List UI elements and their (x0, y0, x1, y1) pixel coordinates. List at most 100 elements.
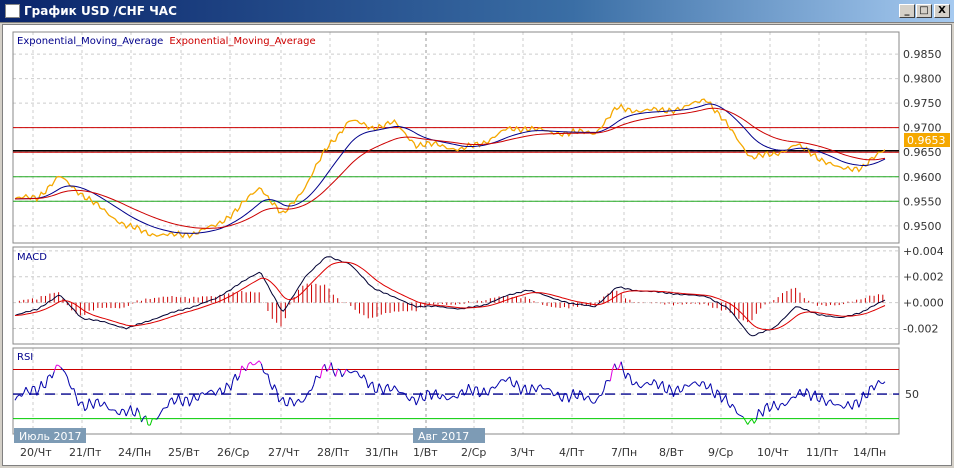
rsi-segment (821, 394, 825, 400)
rsi-segment (668, 384, 672, 390)
rsi-segment (808, 391, 812, 401)
rsi-segment (596, 395, 600, 400)
rsi-segment (751, 418, 755, 424)
rsi-segment (729, 403, 733, 408)
x-tick-label: 4/Пт (559, 446, 585, 459)
rsi-segment (241, 365, 245, 369)
rsi-segment (620, 361, 624, 372)
rsi-segment (193, 393, 197, 400)
rsi-segment (236, 375, 241, 381)
rsi-segment (258, 360, 262, 365)
rsi-segment (197, 393, 201, 401)
rsi-segment (352, 370, 356, 373)
rsi-segment (594, 398, 598, 404)
rsi-segment (304, 394, 308, 400)
rsi-segment (396, 388, 400, 393)
rsi-segment (657, 384, 661, 390)
rsi-segment (75, 396, 79, 406)
y-tick-label: 0.9650 (903, 146, 942, 159)
rsi-segment (391, 385, 395, 391)
rsi-segment (276, 389, 280, 403)
rsi-segment (795, 393, 799, 399)
maximize-button[interactable]: □ (916, 4, 932, 18)
rsi-segment (557, 391, 561, 399)
chart-area[interactable] (2, 24, 952, 466)
rsi-segment (250, 361, 254, 366)
rsi-segment (494, 385, 498, 389)
rsi-label: RSI (17, 352, 33, 363)
rsi-segment (376, 383, 380, 393)
rsi-segment (718, 392, 722, 403)
rsi-segment (453, 395, 456, 398)
rsi-segment (572, 389, 576, 398)
rsi-segment (847, 401, 851, 407)
rsi-segment (106, 405, 110, 410)
rsi-segment (295, 398, 299, 403)
rsi-segment (167, 399, 171, 408)
rsi-segment (380, 388, 384, 395)
x-tick-label: 10/Чт (757, 446, 789, 459)
rsi-segment (496, 382, 500, 387)
rsi-segment (670, 389, 674, 397)
rsi-segment (784, 403, 788, 407)
rsi-segment (322, 363, 326, 368)
rsi-segment (725, 394, 729, 405)
rsi-segment (271, 384, 275, 390)
x-tick-label: 27/Чт (268, 446, 300, 459)
rsi-segment (69, 384, 73, 390)
rsi-segment (424, 390, 428, 401)
legend-ema-fast: Exponential_Moving_Average (17, 36, 163, 47)
rsi-segment (799, 389, 803, 396)
rsi-segment (747, 420, 751, 425)
rsi-segment (616, 367, 620, 371)
rsi-segment (188, 400, 193, 407)
rsi-segment (651, 379, 655, 385)
rsi-segment (409, 396, 413, 402)
ema-fast-line (14, 103, 886, 234)
rsi-segment (570, 389, 574, 397)
close-button[interactable]: X (934, 4, 950, 18)
rsi-segment (182, 396, 186, 407)
rsi-segment (845, 401, 849, 407)
rsi-segment (103, 401, 108, 407)
rsi-segment (348, 371, 352, 374)
rsi-segment (830, 399, 834, 405)
rsi-segment (178, 394, 182, 402)
rsi-segment (82, 401, 86, 411)
chart-app-icon (5, 4, 20, 18)
rsi-segment (880, 382, 883, 385)
rsi-segment (417, 392, 422, 401)
macd-label: MACD (17, 252, 47, 263)
minimize-button[interactable]: _ (899, 4, 915, 18)
rsi-segment (114, 409, 118, 415)
rsi-segment (524, 384, 528, 395)
macd-panel (12, 246, 900, 345)
rsi-segment (298, 398, 302, 403)
rsi-segment (341, 373, 345, 378)
rsi-segment (73, 388, 77, 397)
price-panel (12, 31, 900, 244)
rsi-segment (84, 408, 88, 412)
rsi-segment (435, 389, 439, 398)
rsi-segment (638, 385, 642, 389)
grid (13, 32, 899, 434)
rsi-segment (330, 362, 334, 372)
rsi-segment (814, 390, 818, 401)
rsi-segment (208, 389, 212, 392)
x-tick-label: 25/Вт (168, 446, 200, 459)
rsi-segment (871, 385, 875, 391)
rsi-segment (200, 392, 203, 395)
rsi-segment (823, 399, 827, 406)
rsi-segment (448, 397, 452, 400)
rsi-segment (202, 392, 206, 396)
rsi-segment (806, 388, 810, 393)
rsi-segment (411, 396, 415, 399)
rsi-segment (533, 387, 537, 393)
y-tick-label: +0.004 (903, 245, 944, 258)
x-tick-label: 11/Пт (806, 446, 839, 459)
rsi-segment (832, 403, 836, 406)
rsi-segment (481, 387, 485, 395)
rsi-segment (721, 398, 725, 403)
rsi-segment (753, 419, 757, 424)
